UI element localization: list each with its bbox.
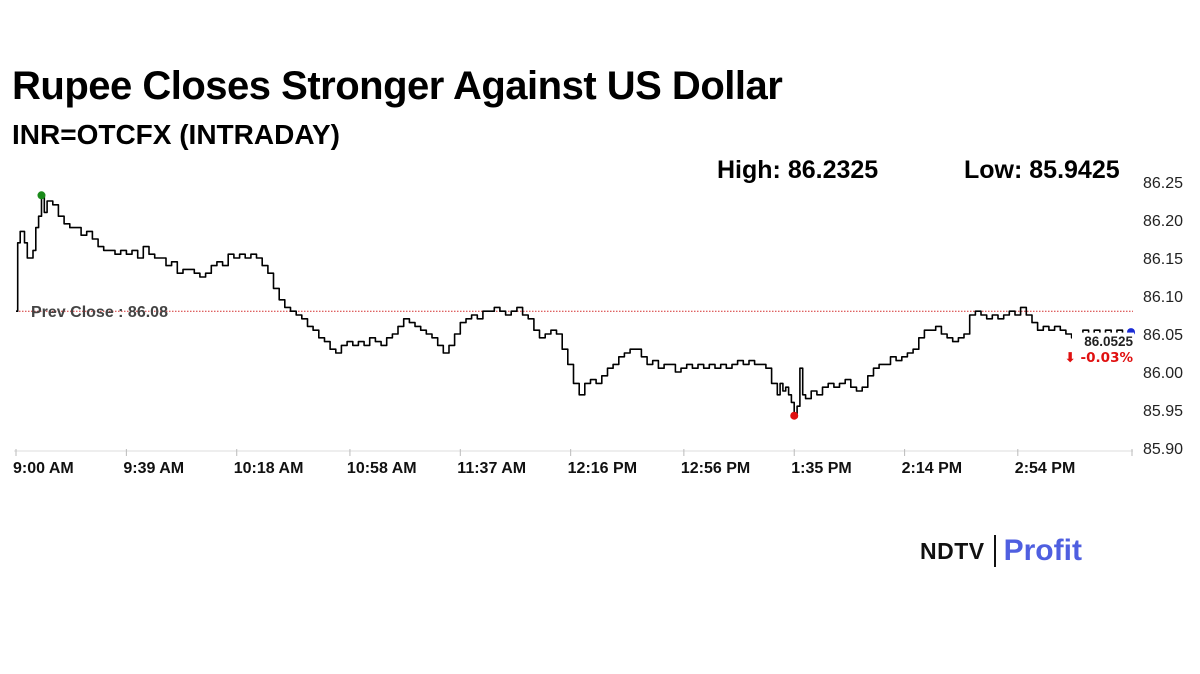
chart-title: Rupee Closes Stronger Against US Dollar bbox=[12, 64, 783, 108]
brand-divider bbox=[993, 535, 996, 567]
low-point-marker bbox=[790, 411, 799, 420]
x-tick-label: 9:00 AM bbox=[13, 460, 74, 477]
series-group bbox=[16, 194, 1129, 417]
prev-close-label: Prev Close : 86.08 bbox=[31, 304, 168, 321]
x-tick-label: 12:56 PM bbox=[681, 460, 750, 477]
y-tick-label: 86.15 bbox=[1143, 251, 1183, 268]
x-tick-label: 10:18 AM bbox=[234, 460, 304, 477]
day-low-label: Low: 85.9425 bbox=[964, 156, 1120, 184]
brand-ndtv-text: NDTV bbox=[920, 537, 985, 564]
high-point-marker bbox=[37, 191, 46, 200]
markers-group: 86.0525⬇ -0.03% bbox=[37, 191, 1135, 420]
x-tick-label: 10:58 AM bbox=[347, 460, 417, 477]
series-line-0 bbox=[16, 194, 1129, 417]
brand-profit-text: Profit bbox=[1003, 534, 1082, 567]
y-axis: 86.25 86.20 86.15 86.10 86.05 86.00 85.95 85.90 bbox=[1143, 175, 1183, 458]
prev-close-reference: Prev Close : 86.08 bbox=[16, 304, 1133, 321]
day-high-label: High: 86.2325 bbox=[717, 156, 879, 184]
y-tick-label: 86.20 bbox=[1143, 213, 1183, 230]
ndtv-profit-logo: NDTV Profit bbox=[920, 532, 1082, 570]
x-tick-label: 2:54 PM bbox=[1015, 460, 1075, 477]
last-price-label-bg bbox=[1072, 332, 1134, 350]
last-price-label: 86.0525 bbox=[1084, 334, 1133, 349]
x-tick-label: 11:37 AM bbox=[457, 460, 526, 477]
x-tick-label: 12:16 PM bbox=[568, 460, 637, 477]
last-change-label: ⬇ -0.03% bbox=[1065, 350, 1134, 366]
y-tick-label: 86.10 bbox=[1143, 289, 1183, 306]
y-tick-label: 86.00 bbox=[1143, 365, 1183, 382]
y-tick-label: 86.25 bbox=[1143, 175, 1183, 192]
y-tick-label: 85.95 bbox=[1143, 403, 1183, 420]
y-tick-label: 85.90 bbox=[1143, 441, 1183, 458]
y-tick-label: 86.05 bbox=[1143, 327, 1183, 344]
x-tick-label: 1:35 PM bbox=[791, 460, 851, 477]
x-tick-label: 9:39 AM bbox=[123, 460, 184, 477]
x-axis: 9:00 AM 9:39 AM 10:18 AM 10:58 AM 11:37 AM 12… bbox=[13, 449, 1133, 477]
chart-subtitle: INR=OTCFX (INTRADAY) bbox=[12, 119, 340, 150]
x-tick-label: 2:14 PM bbox=[902, 460, 962, 477]
